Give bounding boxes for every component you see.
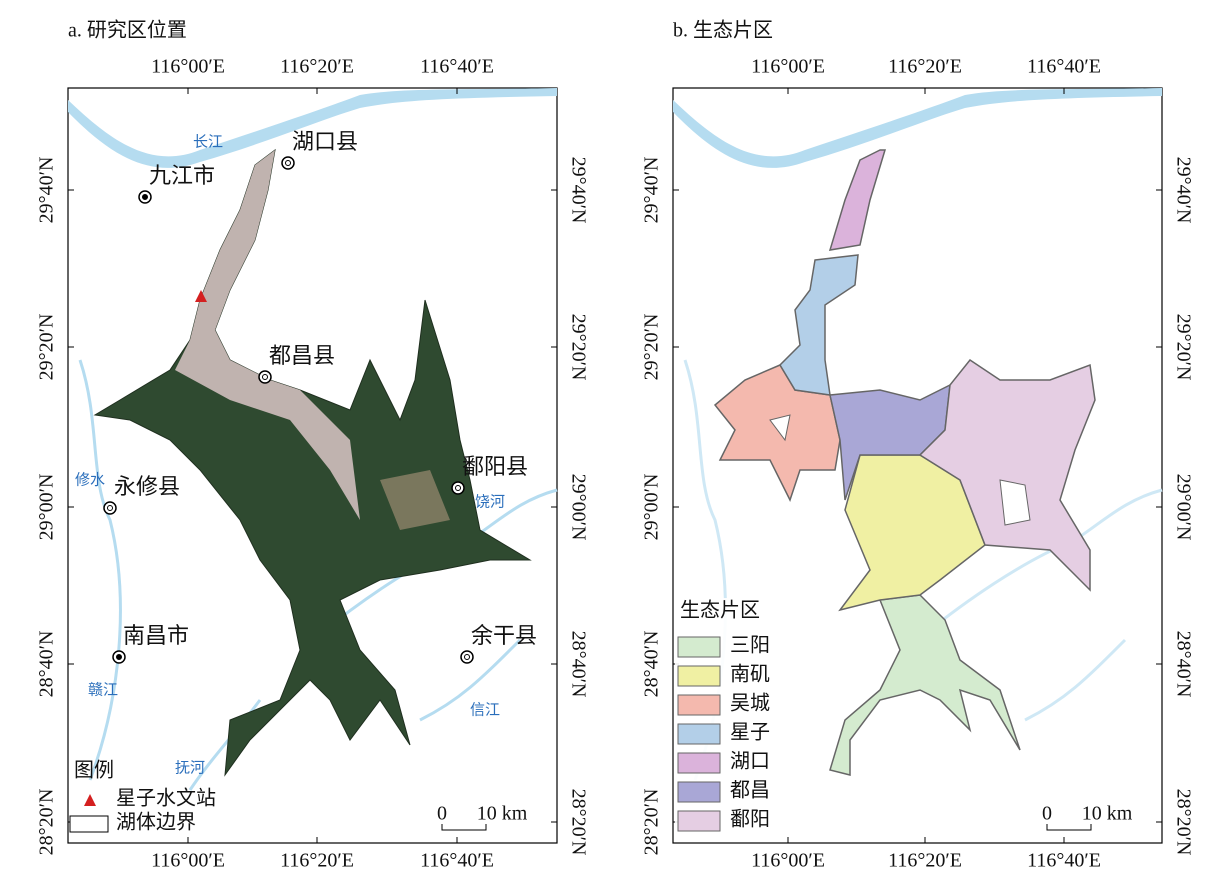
zone-island bbox=[769, 414, 1031, 526]
legend-station-icon bbox=[84, 794, 96, 806]
legend-label: 星子水文站 bbox=[116, 787, 216, 810]
y-tick-label: 28°40′N bbox=[567, 631, 589, 698]
y-tick-label: 29°00′N bbox=[567, 474, 589, 541]
legend-swatch bbox=[677, 665, 721, 687]
lake-wetland bbox=[380, 470, 450, 530]
y-tick-label: 29°00′N bbox=[1172, 474, 1194, 541]
zone bbox=[829, 594, 1021, 776]
zone bbox=[828, 149, 887, 251]
panel-b-map bbox=[672, 87, 1163, 844]
y-tick-label: 29°20′N bbox=[567, 314, 589, 381]
legend-swatch bbox=[677, 723, 721, 745]
x-tick-label: 116°20′E bbox=[888, 850, 962, 872]
lake-shallows bbox=[175, 150, 360, 520]
city-marker bbox=[455, 485, 461, 491]
x-tick-label: 116°20′E bbox=[888, 56, 962, 78]
x-tick-label: 116°00′E bbox=[151, 56, 225, 78]
legend-swatch bbox=[677, 781, 721, 803]
x-tick-label: 116°00′E bbox=[751, 850, 825, 872]
legend-swatch bbox=[677, 694, 721, 716]
place-label: 鄱阳县 bbox=[462, 454, 528, 479]
x-tick-label: 116°40′E bbox=[1027, 850, 1101, 872]
y-tick-label: 29°40′N bbox=[641, 157, 663, 224]
legend-label: 星子 bbox=[730, 722, 770, 744]
x-tick-label: 116°20′E bbox=[280, 850, 354, 872]
scale-zero: 0 bbox=[1042, 803, 1052, 825]
y-tick-label: 29°20′N bbox=[641, 314, 663, 381]
x-tick-label: 116°00′E bbox=[151, 850, 225, 872]
panel-title: b. 生态片区 bbox=[673, 19, 773, 42]
legend-boundary-icon bbox=[69, 815, 109, 833]
place-label: 湖口县 bbox=[292, 129, 358, 154]
city-marker bbox=[116, 654, 122, 660]
y-tick-label: 29°40′N bbox=[567, 157, 589, 224]
zone bbox=[779, 254, 859, 396]
place-label: 九江市 bbox=[149, 163, 215, 188]
y-tick-label: 28°40′N bbox=[641, 631, 663, 698]
scale-zero: 0 bbox=[437, 803, 447, 825]
legend-label: 都昌 bbox=[730, 779, 770, 802]
station-marker bbox=[195, 290, 207, 302]
x-tick-label: 116°00′E bbox=[751, 56, 825, 78]
place-label: 南昌市 bbox=[123, 623, 189, 648]
legend-swatch bbox=[677, 636, 721, 658]
scale-label: 10 km bbox=[1082, 803, 1133, 825]
place-label: 永修县 bbox=[114, 474, 180, 499]
y-tick-label: 29°00′N bbox=[641, 474, 663, 541]
legend-label: 鄱阳 bbox=[730, 808, 770, 831]
legend-label: 南矶 bbox=[730, 663, 770, 686]
legend-label: 湖口 bbox=[730, 750, 770, 773]
x-tick-label: 116°40′E bbox=[1027, 56, 1101, 78]
scale-bar bbox=[1046, 824, 1092, 831]
panel-title: a. 研究区位置 bbox=[68, 19, 187, 42]
x-tick-label: 116°40′E bbox=[420, 850, 494, 872]
y-tick-label: 29°20′N bbox=[1172, 314, 1194, 381]
place-label: 都昌县 bbox=[269, 343, 335, 368]
city-marker bbox=[285, 160, 291, 166]
x-tick-label: 116°20′E bbox=[280, 56, 354, 78]
city-marker bbox=[142, 194, 148, 200]
y-tick-label: 29°40′N bbox=[36, 157, 58, 224]
yangtze-river bbox=[673, 88, 1162, 168]
panel-a-map bbox=[67, 87, 558, 844]
river-label: 长江 bbox=[193, 133, 223, 151]
y-tick-label: 28°40′N bbox=[36, 631, 58, 698]
yangtze-river bbox=[68, 88, 557, 168]
y-tick-label: 29°20′N bbox=[36, 314, 58, 381]
y-tick-label: 29°00′N bbox=[36, 474, 58, 541]
river-label: 饶河 bbox=[475, 493, 505, 511]
legend-label: 湖体边界 bbox=[116, 811, 196, 834]
river-label: 赣江 bbox=[88, 681, 118, 699]
city-marker bbox=[262, 374, 268, 380]
y-tick-label: 28°20′N bbox=[641, 789, 663, 856]
place-label: 余干县 bbox=[471, 623, 537, 648]
y-tick-label: 28°20′N bbox=[1172, 789, 1194, 856]
scale-label: 10 km bbox=[477, 803, 528, 825]
river-label: 抚河 bbox=[175, 759, 205, 777]
river-label: 修水 bbox=[75, 471, 105, 489]
city-marker bbox=[107, 505, 113, 511]
y-tick-label: 28°40′N bbox=[1172, 631, 1194, 698]
city-marker bbox=[464, 654, 470, 660]
river-label: 信江 bbox=[470, 701, 500, 719]
scale-bar bbox=[441, 824, 487, 831]
y-tick-label: 28°20′N bbox=[567, 789, 589, 856]
legend-swatch bbox=[677, 752, 721, 774]
legend-title: 图例 bbox=[74, 759, 114, 782]
y-tick-label: 29°40′N bbox=[1172, 157, 1194, 224]
zone bbox=[918, 358, 1096, 592]
legend-swatch bbox=[677, 810, 721, 832]
y-tick-label: 28°20′N bbox=[36, 789, 58, 856]
zones bbox=[713, 149, 1096, 776]
x-tick-label: 116°40′E bbox=[420, 56, 494, 78]
legend-label: 吴城 bbox=[730, 692, 770, 715]
legend-title: 生态片区 bbox=[680, 599, 760, 622]
legend-label: 三阳 bbox=[730, 634, 770, 657]
